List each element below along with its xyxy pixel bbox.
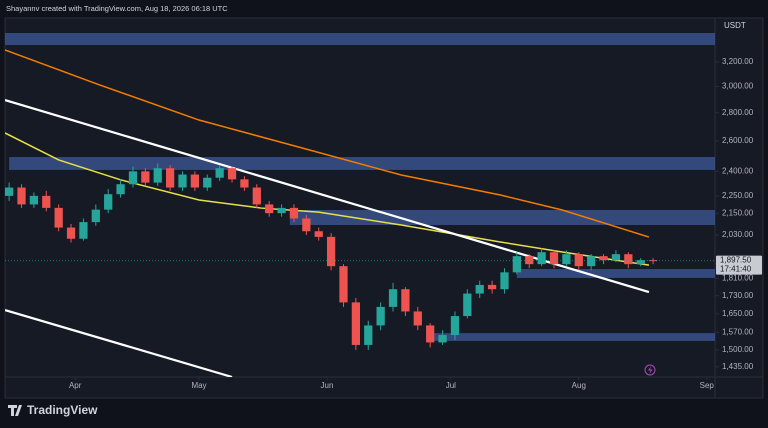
- candle-body: [438, 335, 447, 343]
- candle-body: [289, 207, 299, 219]
- y-tick-label: 2,400.00: [722, 166, 754, 175]
- candle-body: [5, 187, 14, 196]
- candle-body: [54, 207, 63, 228]
- candle-body: [562, 254, 571, 265]
- candle-body: [364, 325, 373, 345]
- candle-body: [401, 289, 410, 312]
- x-tick-label: May: [191, 381, 206, 390]
- candle-body: [116, 184, 125, 195]
- candle-body: [326, 236, 336, 267]
- logo: TradingView: [8, 403, 98, 417]
- candle-body: [141, 171, 150, 183]
- currency: USDT: [724, 21, 746, 30]
- candle-body: [128, 171, 138, 185]
- candle-body: [215, 168, 224, 178]
- candle-body: [339, 266, 348, 303]
- x-tick-label: Jul: [446, 381, 456, 390]
- zone: [5, 32, 715, 46]
- zone: [9, 157, 715, 170]
- candle-body: [500, 272, 509, 290]
- candle-body: [611, 254, 621, 261]
- candle-body: [587, 256, 596, 267]
- candle-body: [450, 316, 460, 336]
- candle-body: [17, 187, 26, 205]
- candle-body: [178, 174, 187, 188]
- candle-body: [512, 256, 521, 273]
- candle-body: [549, 252, 559, 265]
- candle-body: [240, 179, 249, 188]
- y-tick-label: 2,600.00: [722, 136, 754, 145]
- candle-body: [79, 222, 88, 239]
- indicator-line: [5, 49, 650, 238]
- candle-body: [91, 209, 100, 223]
- candle-body: [302, 218, 311, 232]
- candle-body: [475, 284, 484, 294]
- candle-body: [165, 168, 175, 188]
- y-tick-label: 3,000.00: [722, 82, 754, 91]
- candle-body: [227, 168, 237, 180]
- y-tick-label: 2,150.00: [722, 208, 754, 217]
- indicator-line: [5, 309, 233, 377]
- y-tick-label: 1,650.00: [722, 309, 754, 318]
- last-price-label: 1,897.50: [720, 256, 752, 265]
- candle-body: [426, 325, 435, 343]
- x-tick-label: Jun: [321, 381, 334, 390]
- x-tick-label: Sep: [700, 381, 715, 390]
- candle-body: [636, 260, 645, 265]
- zone: [516, 269, 715, 278]
- candle-body: [277, 207, 286, 214]
- x-tick-label: Apr: [69, 381, 82, 390]
- candle-body: [203, 177, 212, 188]
- candle-body: [314, 231, 323, 237]
- y-tick-label: 2,800.00: [722, 108, 754, 117]
- candle-body: [351, 302, 360, 345]
- x-tick-label: Aug: [572, 381, 586, 390]
- zone: [289, 209, 715, 226]
- candle-body: [599, 256, 608, 261]
- candle-body: [190, 174, 200, 188]
- candle-body: [376, 306, 385, 326]
- y-tick-label: 1,730.00: [722, 291, 754, 300]
- candle-body: [487, 284, 497, 290]
- y-tick-label: 1,500.00: [722, 345, 754, 354]
- candle-body: [66, 227, 76, 239]
- y-tick-label: 1,570.00: [722, 328, 754, 337]
- candle-body: [463, 293, 472, 317]
- candle-body: [153, 168, 162, 183]
- candle-body: [537, 252, 546, 265]
- indicator-line: [5, 132, 650, 266]
- candle-body: [413, 311, 422, 326]
- y-tick-label: 2,250.00: [722, 191, 754, 200]
- countdown: 17:41:40: [720, 265, 752, 274]
- candle-body: [29, 195, 39, 205]
- header: Shayannv created with TradingView.com, A…: [6, 4, 228, 13]
- alert-icon: [644, 364, 656, 376]
- candle-body: [42, 195, 51, 208]
- y-tick-label: 1,435.00: [722, 362, 754, 371]
- brand: TradingView: [27, 403, 98, 417]
- zone: [430, 333, 715, 341]
- chart-frame: [4, 17, 764, 399]
- plot: [5, 32, 715, 377]
- candle-body: [104, 194, 113, 210]
- y-tick-label: 1,810.00: [722, 274, 754, 283]
- candle-body: [525, 256, 534, 265]
- candle-body: [388, 289, 398, 307]
- candle-body: [252, 187, 261, 205]
- y-tick-label: 3,200.00: [722, 57, 754, 66]
- last-price-box: [716, 255, 762, 275]
- candle-body: [624, 254, 633, 265]
- candle-body: [265, 204, 274, 214]
- y-tick-label: 2,030.00: [722, 230, 754, 239]
